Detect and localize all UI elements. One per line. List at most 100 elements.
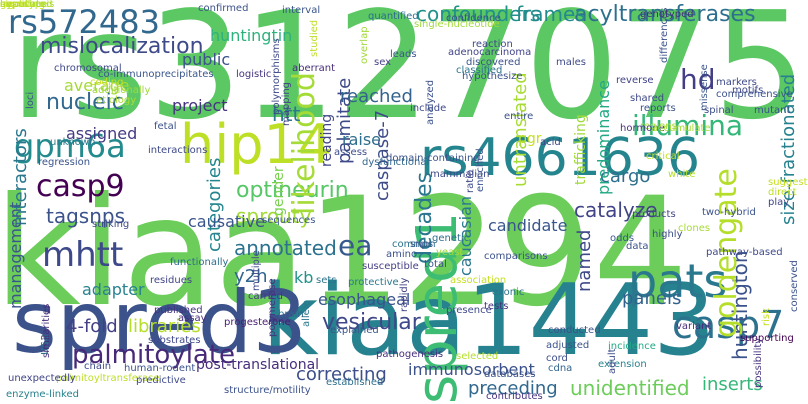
word: common [392, 239, 436, 250]
word: hypothesize [462, 71, 523, 82]
word: overlap [359, 26, 370, 64]
word: conducted [548, 325, 601, 336]
word: regression [38, 157, 91, 168]
word: cdna [548, 363, 573, 374]
word: co-immunoprecipitates [98, 69, 214, 80]
word: extension [598, 359, 647, 370]
word: discovered [466, 57, 521, 68]
word: public [182, 50, 231, 69]
word: rs572483 [8, 3, 160, 41]
word: snps [410, 239, 434, 250]
word: casp9 [36, 169, 125, 204]
word: explained [330, 325, 379, 336]
word: quantified [368, 11, 419, 22]
word: databases [484, 369, 536, 380]
word: casp7 [672, 303, 785, 347]
word: kiaa1294 [0, 166, 689, 340]
word: coding [90, 77, 124, 88]
word: average [64, 76, 130, 95]
word: supporting [740, 333, 794, 344]
word: optineurin [236, 178, 349, 203]
word: males [556, 57, 587, 68]
word: classified [456, 65, 503, 76]
word: mhtt [42, 235, 124, 275]
word: kb [294, 268, 314, 287]
word: missense [699, 64, 710, 111]
word: data [626, 241, 649, 252]
word: protective [348, 277, 399, 288]
word: genotype [0, 0, 48, 10]
word: libraries [128, 316, 201, 337]
word: htt [272, 102, 301, 126]
word: acid [540, 137, 561, 148]
word: untranslated [510, 72, 531, 187]
word: mutant [754, 105, 791, 116]
word: hd [680, 63, 716, 96]
word: residues [150, 275, 193, 286]
word: management [6, 201, 25, 309]
word: assess [334, 147, 368, 158]
word: palmitoyltransferase [56, 373, 160, 384]
word: pathway-based [706, 247, 783, 258]
word: pathogenesis [376, 349, 444, 360]
word: accumulate [652, 123, 711, 134]
word: chain [84, 361, 112, 372]
word: hormone [620, 123, 665, 134]
word: cargo [600, 166, 651, 187]
word: assigned [66, 124, 138, 143]
word: leads [390, 49, 417, 60]
word: causative [188, 212, 265, 231]
word: genotyped [640, 9, 694, 20]
word: established [326, 377, 384, 388]
word: preceding [468, 378, 558, 399]
word: etiology [96, 95, 137, 106]
word: polymerase [267, 278, 278, 337]
word: huntingtin [210, 26, 293, 45]
word: motifs [732, 85, 764, 96]
word: two-hybrid [702, 207, 756, 218]
word: project [172, 96, 228, 115]
word: 4-fold [66, 316, 118, 337]
word: adenocarcinoma [448, 47, 532, 58]
word: cord [546, 353, 568, 364]
word: enriched [475, 148, 486, 192]
word: spred3 [12, 273, 308, 373]
word: suggests [768, 177, 808, 188]
word: exonic [492, 287, 525, 298]
word: functionally [170, 257, 229, 268]
word: products [632, 209, 676, 220]
word: possibility [753, 337, 764, 388]
word: interval [282, 5, 321, 16]
word: reaction [472, 39, 513, 50]
word: tests [484, 301, 509, 312]
word: multiple [251, 250, 262, 291]
word: likelihood [287, 72, 322, 215]
word: raise [342, 130, 382, 149]
word: comparisons [484, 251, 548, 262]
word: categories [204, 157, 225, 252]
word: implicated [0, 0, 53, 10]
word: confidence [446, 13, 501, 24]
word: panels [622, 288, 682, 309]
word: highly [652, 229, 683, 240]
word: sequences [262, 215, 316, 226]
word: association [450, 275, 507, 286]
word: mapping [281, 81, 292, 126]
word: cases [0, 0, 29, 10]
word: gpm6a [14, 127, 126, 165]
word: post-translational [196, 357, 320, 373]
word: aberrant [292, 63, 336, 74]
word: hypothesis [0, 0, 55, 10]
word: clones [678, 223, 711, 234]
word: immunosorbent [408, 360, 535, 379]
word: unidentified [570, 376, 690, 400]
word: polymorphisms [271, 38, 282, 115]
word: human-rodent [124, 363, 196, 374]
word: adult [607, 348, 618, 374]
word: risk [761, 308, 772, 326]
word: shared [630, 93, 665, 104]
word: total [424, 259, 447, 270]
word: annotated [234, 236, 337, 260]
word: fetal [154, 121, 177, 132]
